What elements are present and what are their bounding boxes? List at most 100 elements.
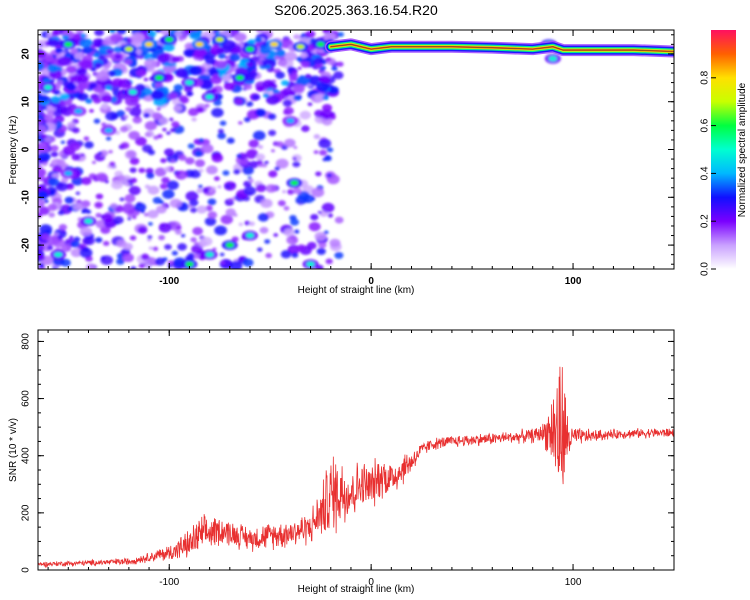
noise-blob [275, 49, 286, 58]
signal-blob-core [246, 46, 254, 52]
noise-blob [282, 190, 287, 194]
noise-blob [189, 30, 202, 40]
noise-blob [59, 93, 70, 101]
noise-blob [102, 39, 111, 46]
noise-blob [60, 140, 66, 144]
noise-blob [218, 67, 228, 75]
noise-blob [255, 184, 267, 193]
noise-blob [119, 197, 125, 202]
noise-blob [215, 60, 227, 69]
noise-blob [297, 244, 306, 251]
noise-blob [255, 153, 266, 161]
noise-blob [129, 235, 137, 241]
noise-blob [154, 257, 166, 266]
noise-blob [323, 32, 336, 42]
noise-blob [43, 55, 54, 63]
noise-blob [326, 147, 334, 153]
noise-blob [310, 213, 319, 221]
noise-blob [321, 117, 333, 126]
spectrogram-y-label: Frequency (Hz) [8, 116, 19, 185]
noise-blob [127, 213, 134, 218]
noise-blob [77, 74, 89, 83]
noise-blob [99, 150, 109, 157]
noise-blob [162, 43, 175, 52]
noise-blob [202, 187, 210, 194]
noise-blob [293, 187, 302, 195]
noise-blob [193, 241, 199, 246]
noise-blob [109, 161, 116, 167]
noise-blob [190, 207, 198, 213]
noise-blob [171, 56, 180, 63]
noise-blob [147, 149, 156, 156]
noise-blob [113, 46, 124, 53]
noise-blob [156, 107, 161, 111]
noise-blob [287, 66, 295, 72]
noise-blob [155, 205, 167, 214]
noise-blob [187, 107, 199, 117]
noise-blob [164, 148, 175, 157]
noise-blob [89, 108, 94, 113]
noise-blob [194, 159, 206, 168]
noise-blob [234, 98, 244, 105]
noise-blob [315, 171, 322, 177]
y-tick-label: 0 [21, 146, 32, 152]
x-tick-label: 0 [368, 577, 374, 588]
noise-blob [169, 198, 182, 209]
noise-blob [273, 233, 279, 237]
noise-blob [126, 150, 136, 158]
noise-blob [264, 239, 271, 244]
noise-blob [217, 185, 222, 189]
noise-blob [337, 32, 345, 37]
noise-blob [196, 188, 203, 194]
noise-blob [212, 43, 220, 48]
noise-blob [147, 235, 153, 240]
tone-line-outline [330, 44, 674, 52]
noise-blob [123, 202, 134, 211]
noise-blob [38, 206, 50, 216]
noise-blob [308, 221, 321, 232]
noise-blob [228, 198, 233, 202]
noise-blob [134, 202, 147, 212]
noise-blob [50, 96, 61, 104]
noise-blob [251, 94, 261, 101]
noise-blob [293, 34, 301, 40]
noise-blob [313, 134, 321, 140]
noise-blob [128, 130, 140, 140]
noise-blob [55, 181, 69, 192]
noise-blob [311, 187, 325, 198]
noise-blob [334, 251, 344, 259]
noise-blob [170, 159, 175, 163]
noise-blob [70, 48, 79, 55]
colorbar-tick-label: 0.8 [700, 70, 711, 84]
noise-blob [247, 39, 256, 46]
noise-blob [258, 145, 264, 149]
noise-blob [148, 246, 154, 250]
noise-blob [264, 160, 269, 165]
noise-blob [293, 146, 298, 150]
noise-blob [304, 73, 312, 79]
noise-blob [71, 153, 81, 161]
noise-blob [201, 143, 214, 154]
noise-blob [219, 120, 227, 126]
noise-blob [178, 154, 187, 161]
noise-blob [255, 108, 267, 118]
noise-blob [174, 229, 182, 235]
noise-blob [128, 185, 141, 196]
noise-blob [185, 157, 195, 165]
noise-blob [119, 125, 129, 133]
noise-blob [138, 262, 146, 269]
noise-blob [293, 94, 302, 101]
noise-blob [318, 75, 331, 84]
noise-blob [213, 99, 222, 106]
noise-blob [106, 49, 113, 54]
signal-blob-core [205, 94, 214, 100]
noise-blob [178, 95, 188, 103]
noise-blob [94, 62, 103, 69]
signal-blob-core [64, 41, 73, 47]
x-tick-label: 100 [565, 276, 582, 287]
noise-blob [83, 136, 90, 141]
noise-blob [159, 183, 168, 190]
noise-blob [77, 92, 89, 101]
noise-blob [118, 78, 132, 89]
noise-blob [313, 57, 324, 65]
